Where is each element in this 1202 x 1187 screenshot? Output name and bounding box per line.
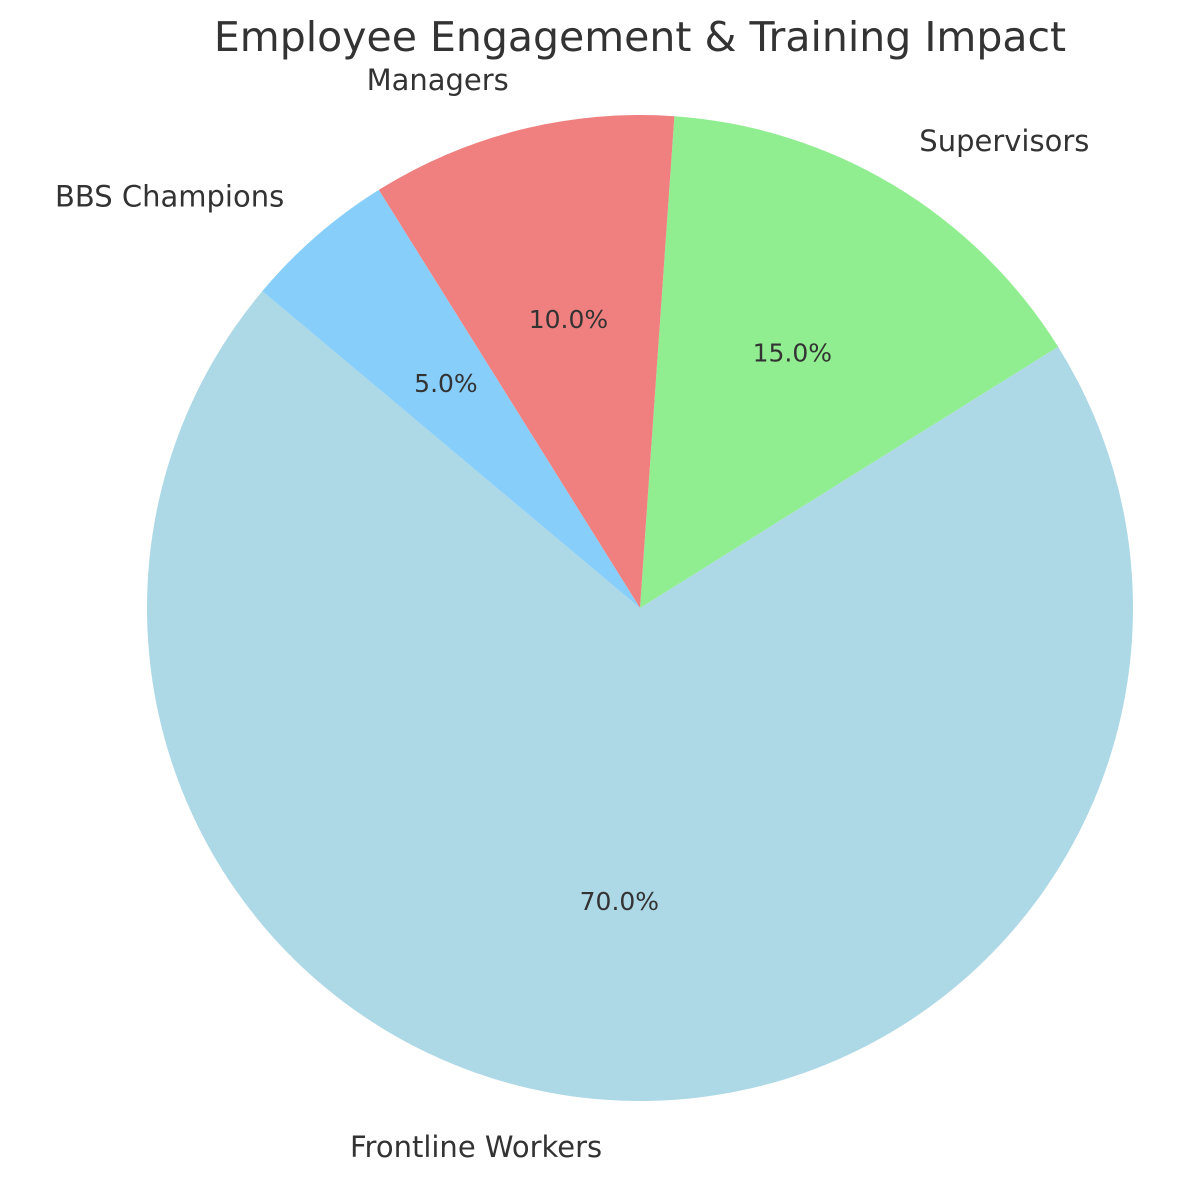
chart-title: Employee Engagement & Training Impact <box>214 13 1066 61</box>
value-label: 5.0% <box>414 369 478 398</box>
pie-slice <box>262 189 640 608</box>
slice-label: Supervisors <box>919 124 1089 158</box>
slice-label: Managers <box>367 63 509 97</box>
pie-slice <box>640 116 1059 608</box>
pie-slice <box>146 291 1133 1101</box>
slice-label: BBS Champions <box>55 180 284 214</box>
pie-slice <box>378 115 675 609</box>
slice-label: Frontline Workers <box>350 1130 602 1164</box>
value-label: 70.0% <box>580 887 659 916</box>
value-label: 15.0% <box>753 338 832 367</box>
value-label: 10.0% <box>529 305 608 334</box>
